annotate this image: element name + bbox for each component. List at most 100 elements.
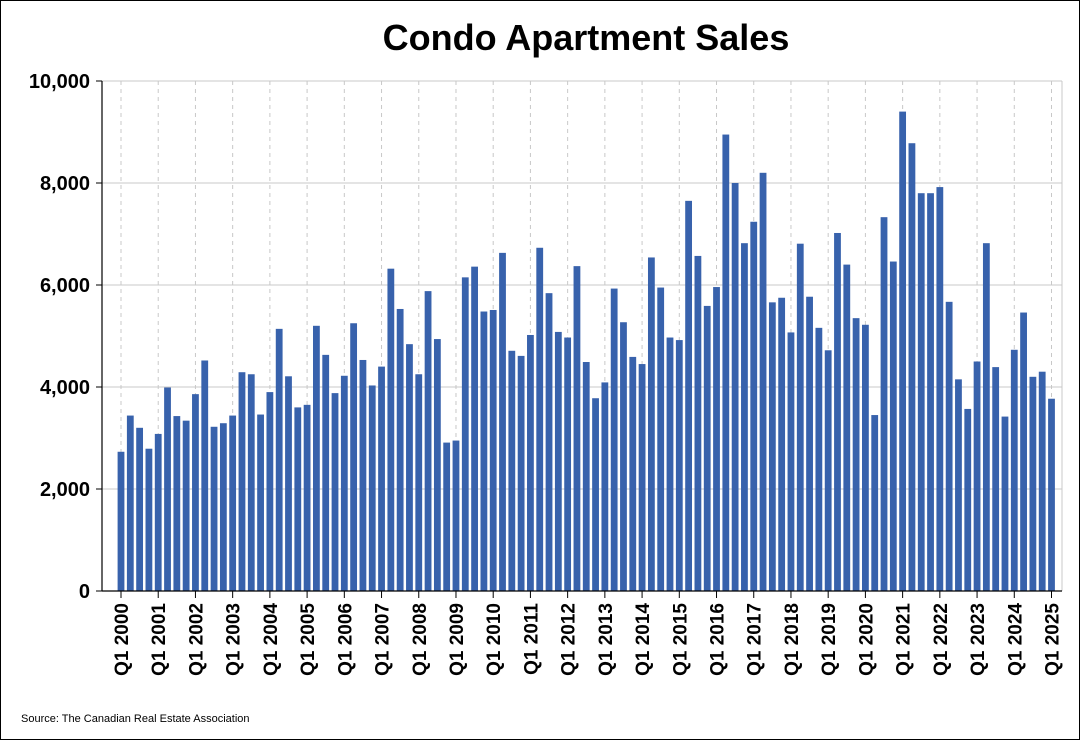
bar xyxy=(657,287,665,591)
bar xyxy=(675,340,683,591)
bar xyxy=(741,243,748,591)
bar xyxy=(982,243,990,591)
bar xyxy=(620,322,627,591)
bar xyxy=(424,291,432,591)
bar xyxy=(257,414,264,591)
bar xyxy=(350,323,358,591)
tick-labels: 0 2,000 4,000 6,000 8,000 10,000 Q1 2000 Q1 200… xyxy=(29,71,1064,676)
bar xyxy=(275,328,283,591)
x-tick-label: Q1 2023 xyxy=(968,603,989,676)
bar xyxy=(359,359,367,591)
bar xyxy=(136,427,144,591)
x-tick-label: Q1 2025 xyxy=(1043,603,1064,676)
y-tick-label: 2,000 xyxy=(40,479,90,501)
x-tick-label: Q1 2005 xyxy=(298,603,319,676)
bar xyxy=(322,354,330,591)
x-tick-label: Q1 2011 xyxy=(521,603,542,675)
bar xyxy=(722,134,730,592)
bar xyxy=(182,420,190,591)
x-tick-label: Q1 2000 xyxy=(112,603,133,676)
x-tick-label: Q1 2008 xyxy=(410,603,431,676)
axes xyxy=(96,80,1062,598)
bar xyxy=(815,327,823,591)
source-note: Source: The Canadian Real Estate Associa… xyxy=(21,713,250,725)
x-tick-label: Q1 2024 xyxy=(1005,603,1026,676)
bar xyxy=(647,257,655,591)
x-tick-label: Q1 2002 xyxy=(186,603,207,676)
bar xyxy=(834,232,841,592)
x-tick-label: Q1 2006 xyxy=(335,603,356,676)
y-tick-label: 10,000 xyxy=(29,71,90,93)
bar xyxy=(545,293,553,591)
bar xyxy=(862,324,869,591)
bar xyxy=(917,193,925,591)
bar xyxy=(629,356,637,591)
bar xyxy=(1048,398,1055,591)
bar xyxy=(527,334,534,591)
bar xyxy=(759,172,767,592)
bar xyxy=(899,111,907,591)
bar xyxy=(554,331,562,591)
bar xyxy=(294,407,302,591)
bar xyxy=(889,261,897,591)
x-tick-label: Q1 2001 xyxy=(149,603,170,676)
x-tick-label: Q1 2014 xyxy=(633,603,654,676)
bar xyxy=(945,301,953,591)
x-tick-label: Q1 2018 xyxy=(782,603,803,676)
bar xyxy=(880,217,888,592)
x-tick-label: Q1 2016 xyxy=(708,603,729,676)
bar xyxy=(164,387,171,591)
bar xyxy=(378,366,385,591)
x-tick-label: Q1 2007 xyxy=(373,603,394,676)
bar xyxy=(313,325,320,591)
bar xyxy=(1010,349,1018,591)
y-tick-label: 6,000 xyxy=(40,275,90,297)
bar xyxy=(964,408,972,591)
bars xyxy=(117,111,1055,592)
x-tick-label: Q1 2020 xyxy=(856,603,877,676)
bar xyxy=(871,415,879,591)
bar xyxy=(480,311,488,591)
bar xyxy=(582,362,590,591)
bar xyxy=(666,337,674,591)
x-tick-label: Q1 2022 xyxy=(931,603,952,676)
bar xyxy=(406,344,413,591)
bar xyxy=(508,350,516,591)
bar xyxy=(936,187,944,591)
bar xyxy=(285,376,292,591)
bar xyxy=(908,143,916,591)
bar xyxy=(192,394,199,591)
y-tick-label: 4,000 xyxy=(40,377,90,399)
bar xyxy=(973,361,981,591)
bar xyxy=(517,355,525,591)
y-tick-label: 8,000 xyxy=(40,173,90,195)
bar xyxy=(713,287,720,591)
bar xyxy=(433,339,441,591)
bar xyxy=(368,385,376,591)
bar xyxy=(1001,416,1009,591)
bar xyxy=(387,268,395,591)
bar xyxy=(461,277,469,591)
bar xyxy=(443,442,451,591)
bar xyxy=(499,252,506,591)
bar xyxy=(266,392,274,591)
bar xyxy=(787,332,795,591)
bar xyxy=(694,255,702,591)
bar xyxy=(1020,312,1027,591)
bar xyxy=(331,393,339,591)
bar xyxy=(340,375,348,591)
x-tick-label: Q1 2015 xyxy=(670,603,691,676)
bar xyxy=(843,264,851,591)
bar xyxy=(126,415,134,591)
bar xyxy=(173,416,181,591)
bar xyxy=(415,374,423,591)
bar xyxy=(601,382,609,591)
bar xyxy=(396,308,404,591)
x-tick-label: Q1 2010 xyxy=(484,603,505,676)
bar xyxy=(992,367,1000,591)
bar xyxy=(750,221,758,591)
bar xyxy=(778,297,786,591)
bar xyxy=(768,302,776,591)
bar xyxy=(592,398,599,591)
